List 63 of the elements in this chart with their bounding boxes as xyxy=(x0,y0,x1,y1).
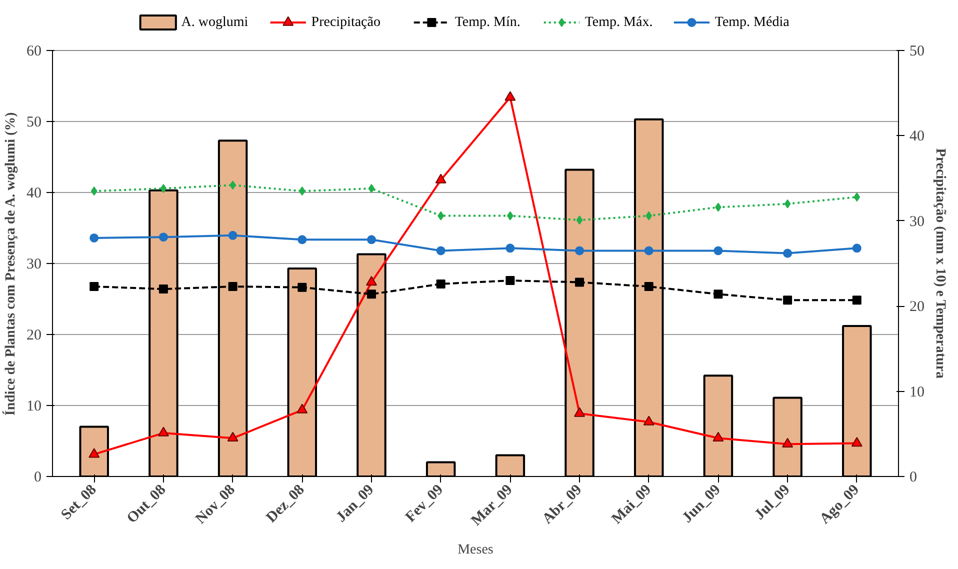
point xyxy=(366,276,377,286)
y-tick-label: 10 xyxy=(26,398,42,414)
point xyxy=(158,232,168,242)
point xyxy=(854,192,860,202)
point xyxy=(852,296,862,305)
legend-label: Temp. Mín. xyxy=(454,15,520,30)
y2-tick-label: 10 xyxy=(910,384,924,400)
point xyxy=(158,426,169,436)
point xyxy=(576,216,583,225)
point xyxy=(783,248,792,258)
y2-tick-label: 0 xyxy=(910,470,917,486)
point xyxy=(714,290,723,299)
y-axis-title: Índice de Plantas com Presença de A. woglumi (%) xyxy=(2,112,18,416)
point xyxy=(851,437,862,447)
point xyxy=(368,184,375,194)
point xyxy=(160,184,167,194)
point xyxy=(298,282,307,292)
y2-axis-title: Precipitação (mm x 10) e Temperatura xyxy=(932,148,948,379)
point xyxy=(646,211,652,220)
point xyxy=(782,438,794,448)
y-tick-label: 30 xyxy=(26,256,42,272)
point xyxy=(783,296,792,305)
point xyxy=(784,199,791,208)
point xyxy=(436,246,446,256)
point xyxy=(643,416,654,426)
x-axis-title: Meses xyxy=(458,542,494,558)
legend-label: Precipitação xyxy=(311,15,380,30)
y-tick-label: 20 xyxy=(26,328,42,344)
point xyxy=(852,244,862,253)
legend-label: Temp. Média xyxy=(714,15,790,30)
point xyxy=(90,186,98,196)
y-tick-label: 0 xyxy=(34,470,42,486)
point xyxy=(298,235,307,244)
y-tick-label: 60 xyxy=(26,44,42,60)
point xyxy=(298,186,306,196)
point xyxy=(644,282,654,292)
point xyxy=(88,448,100,458)
point xyxy=(436,279,446,288)
point xyxy=(575,246,584,256)
point xyxy=(90,282,99,292)
point xyxy=(644,246,654,256)
point xyxy=(227,432,238,442)
point xyxy=(296,404,308,414)
point xyxy=(366,290,376,299)
point xyxy=(366,235,376,244)
point xyxy=(158,284,168,294)
y2-tick-label: 20 xyxy=(910,299,924,316)
y2-tick-label: 30 xyxy=(910,214,924,230)
legend-label: Temp. Máx. xyxy=(584,15,653,30)
point xyxy=(712,432,724,442)
point xyxy=(228,230,238,240)
point xyxy=(575,278,584,287)
point xyxy=(90,233,99,242)
point xyxy=(506,244,515,253)
y-tick-label: 40 xyxy=(26,186,42,202)
point xyxy=(574,407,586,417)
point xyxy=(506,276,515,286)
y2-tick-label: 40 xyxy=(910,128,924,145)
point xyxy=(714,246,723,256)
y-tick-label: 50 xyxy=(26,114,42,130)
y2-tick-label: 50 xyxy=(910,44,924,60)
point xyxy=(228,282,238,292)
legend-label: A. woglumi xyxy=(181,15,248,30)
